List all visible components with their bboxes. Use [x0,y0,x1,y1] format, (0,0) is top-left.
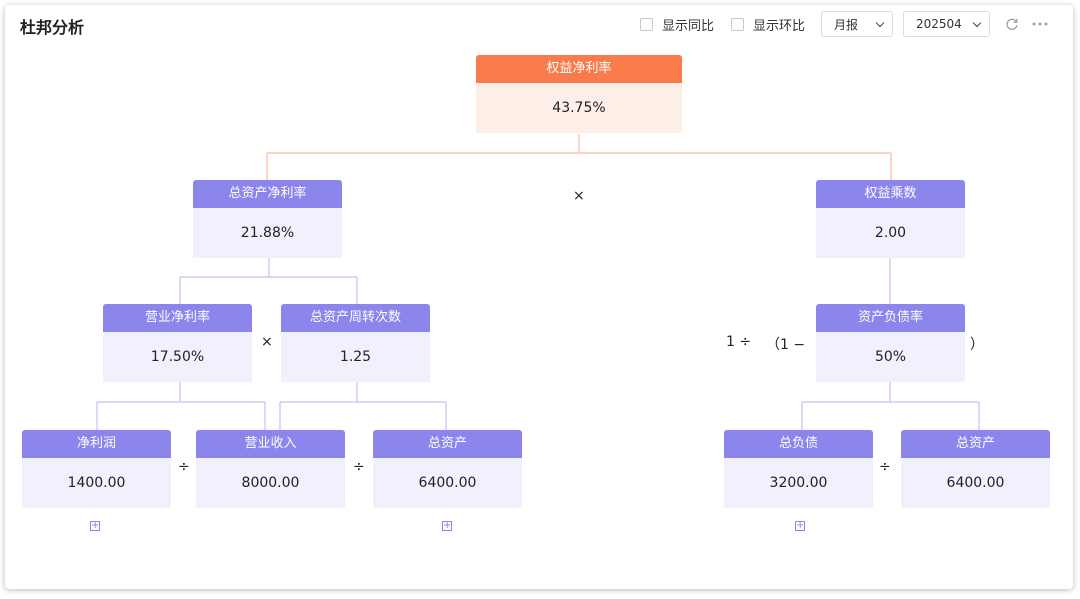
expand-total-assets-button[interactable]: + [442,520,452,531]
revenue-value: 8000.00 [196,458,345,508]
multiply-operator: × [261,334,273,350]
revenue-node[interactable]: 营业收入 8000.00 [196,430,345,508]
multiply-operator: × [573,188,585,204]
net-margin-label: 营业净利率 [103,304,252,332]
asset-turnover-label: 总资产周转次数 [281,304,430,332]
divide-operator: ÷ [879,459,891,475]
asset-turnover-value: 1.25 [281,332,430,382]
more-icon[interactable] [1030,11,1050,37]
roa-value: 21.88% [193,208,342,258]
net-margin-node[interactable]: 营业净利率 17.50% [103,304,252,382]
total-liabilities-node[interactable]: 总负债 3200.00 [724,430,873,508]
period-select[interactable]: 202504 [903,11,990,37]
equity-multiplier-value: 2.00 [816,208,965,258]
equity-multiplier-label: 权益乘数 [816,180,965,208]
total-assets-right-label: 总资产 [901,430,1050,458]
open-paren-operator: （1 − [766,337,806,353]
show-mom-checkbox[interactable]: 显示环比 [731,11,805,37]
mom-label: 显示环比 [753,18,806,34]
expand-total-liabilities-button[interactable]: + [795,520,805,531]
divide-operator: ÷ [353,459,365,475]
debt-ratio-value: 50% [816,332,965,382]
close-paren-operator: ） [970,337,984,353]
mom-checkbox-box[interactable] [731,17,744,31]
revenue-label: 营业收入 [196,430,345,458]
expand-net-profit-button[interactable]: + [90,520,100,531]
period-value: 202504 [916,17,962,31]
show-yoy-checkbox[interactable]: 显示同比 [640,11,714,37]
page-title: 杜邦分析 [20,18,85,37]
roe-label: 权益净利率 [476,55,682,83]
refresh-icon[interactable] [1002,11,1022,37]
asset-turnover-node[interactable]: 总资产周转次数 1.25 [281,304,430,382]
net-profit-label: 净利润 [22,430,171,458]
total-assets-left-node[interactable]: 总资产 6400.00 [373,430,522,508]
total-liabilities-label: 总负债 [724,430,873,458]
total-liabilities-value: 3200.00 [724,458,873,508]
roe-value: 43.75% [476,83,682,133]
total-assets-left-value: 6400.00 [373,458,522,508]
yoy-label: 显示同比 [662,18,715,34]
total-assets-left-label: 总资产 [373,430,522,458]
toolbar: 显示同比 显示环比 月报 202504 [0,11,1080,37]
divide-operator: ÷ [178,459,190,475]
one-divide-operator: 1 ÷ [726,334,752,350]
period-type-select[interactable]: 月报 [821,11,893,37]
total-assets-right-node[interactable]: 总资产 6400.00 [901,430,1050,508]
yoy-checkbox-box[interactable] [640,17,653,31]
roa-node[interactable]: 总资产净利率 21.88% [193,180,342,258]
net-profit-value: 1400.00 [22,458,171,508]
net-margin-value: 17.50% [103,332,252,382]
equity-multiplier-node[interactable]: 权益乘数 2.00 [816,180,965,258]
debt-ratio-node[interactable]: 资产负债率 50% [816,304,965,382]
total-assets-right-value: 6400.00 [901,458,1050,508]
roe-node[interactable]: 权益净利率 43.75% [476,55,682,133]
net-profit-node[interactable]: 净利润 1400.00 [22,430,171,508]
roa-label: 总资产净利率 [193,180,342,208]
debt-ratio-label: 资产负债率 [816,304,965,332]
period-type-value: 月报 [834,17,859,32]
